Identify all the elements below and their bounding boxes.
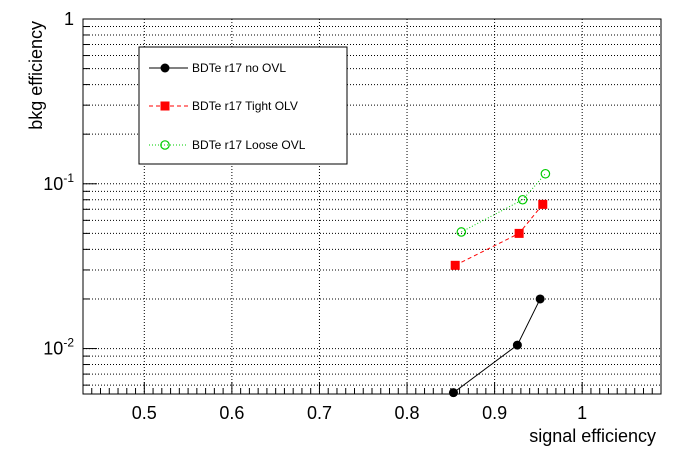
y-tick-base: 10 (43, 174, 63, 194)
data-point (535, 294, 545, 304)
legend-label: BDTe r17 no OVL (192, 61, 286, 75)
data-point (450, 260, 460, 270)
tick-labels: 0.5 0.6 0.7 0.8 0.9 110-210-11 (43, 9, 587, 423)
legend-marker (160, 140, 170, 150)
x-tick-label: 0.7 (307, 403, 332, 423)
x-axis-label: signal efficiency (529, 426, 656, 446)
x-tick-label: 0.5 (132, 403, 157, 423)
data-series (448, 168, 551, 398)
y-tick-exponent: -2 (63, 336, 74, 350)
x-tick-label: 0.8 (395, 403, 420, 423)
legend-entry: BDTe r17 Tight OLV (149, 99, 298, 113)
data-point (512, 340, 522, 350)
data-point (538, 199, 548, 209)
y-axis-label: bkg efficiency (26, 21, 46, 130)
plot-frame (82, 18, 662, 395)
legend: BDTe r17 no OVL BDTe r17 Tight OLV BDTe r1… (138, 46, 348, 165)
data-point (540, 168, 551, 179)
series-3 (456, 168, 551, 237)
series-1 (448, 294, 545, 398)
legend-label: BDTe r17 Tight OLV (192, 99, 298, 113)
x-tick-label: 1 (577, 403, 587, 423)
series-2 (450, 199, 548, 270)
y-tick-base: 10 (43, 339, 63, 359)
y-tick-label: 10-1 (43, 171, 74, 194)
data-point (517, 194, 528, 205)
y-tick-label: 10-2 (43, 336, 74, 359)
x-tick-label: 0.9 (482, 403, 507, 423)
data-point (514, 228, 524, 238)
y-tick-label: 1 (64, 9, 74, 29)
x-tick-label: 0.6 (219, 403, 244, 423)
legend-marker (160, 101, 170, 111)
series-line (461, 173, 546, 233)
data-point (456, 227, 467, 237)
y-tick-exponent: -1 (63, 171, 74, 185)
legend-entry: BDTe r17 Loose OVL (149, 138, 306, 152)
legend-entry: BDTe r17 no OVL (149, 61, 286, 75)
legend-marker (160, 63, 170, 73)
data-point (448, 388, 458, 398)
legend-label: BDTe r17 Loose OVL (192, 138, 306, 152)
